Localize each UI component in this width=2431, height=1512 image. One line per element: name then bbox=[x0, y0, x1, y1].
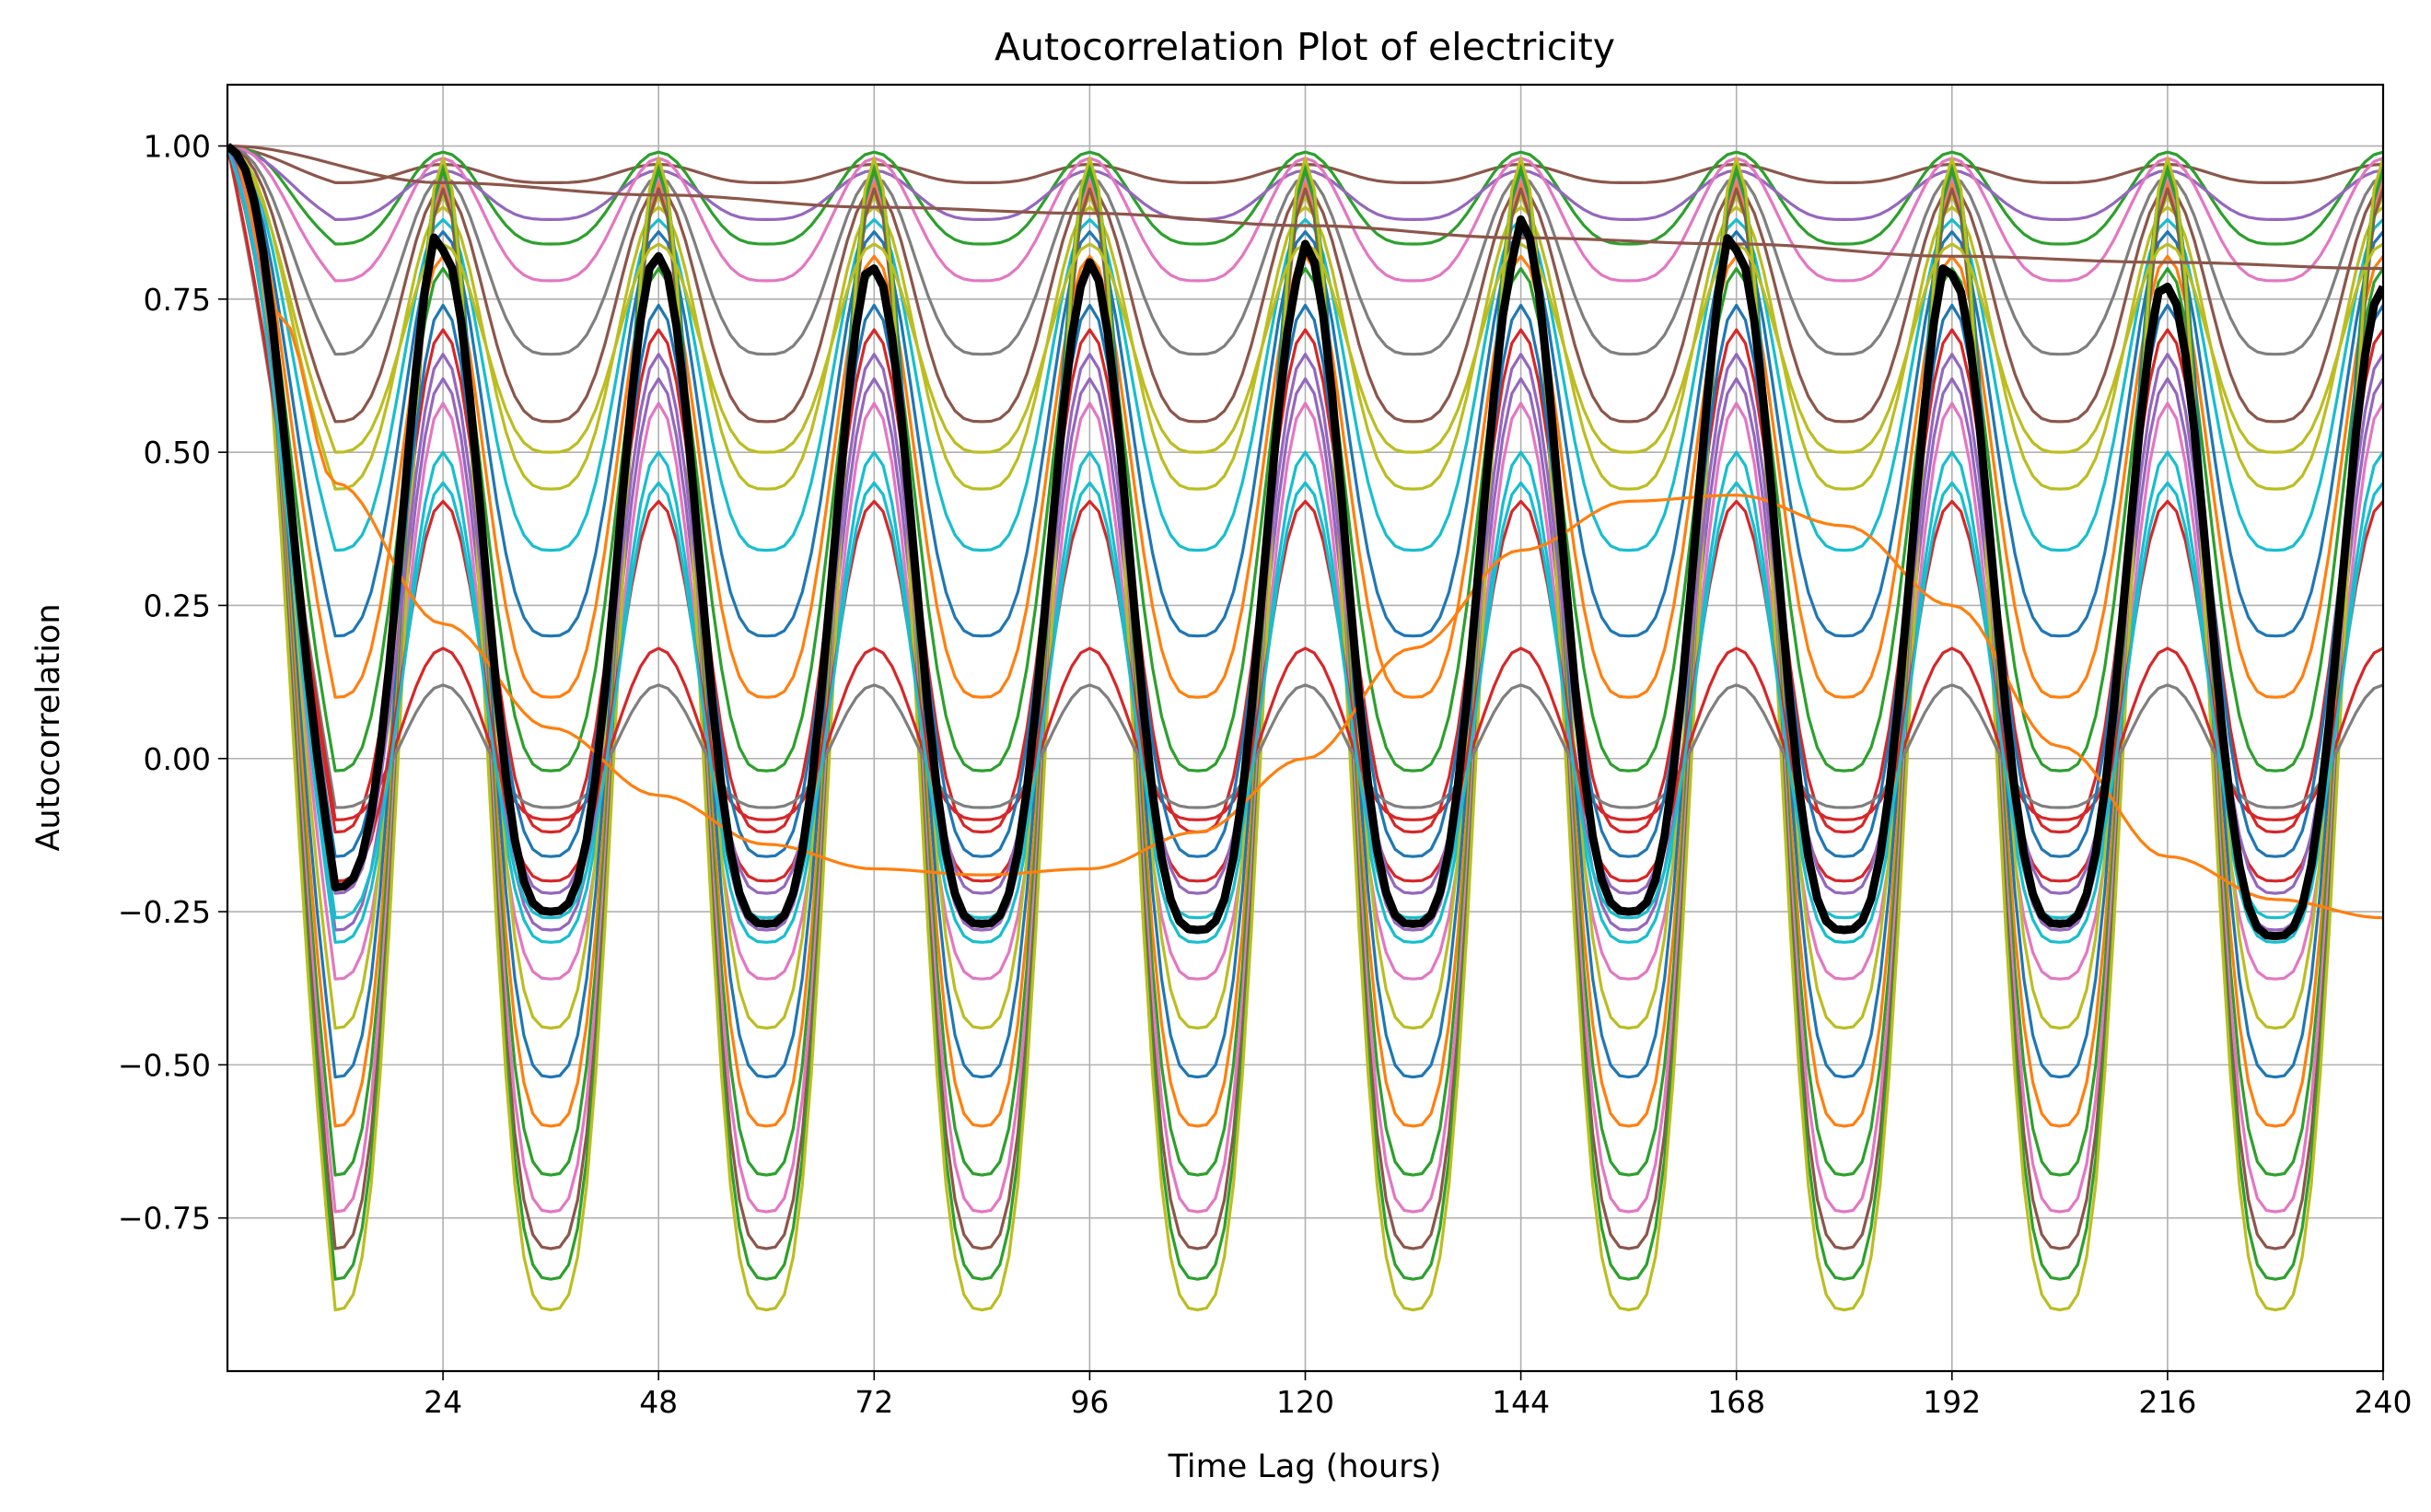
series-line-series-16 bbox=[227, 145, 2383, 1030]
x-tick-label: 24 bbox=[424, 1384, 462, 1420]
series-line-series-09 bbox=[227, 145, 2383, 638]
x-axis-label: Time Lag (hours) bbox=[1168, 1448, 1442, 1485]
mean-autocorrelation-line bbox=[227, 143, 2383, 941]
series-line-series-07 bbox=[227, 145, 2383, 491]
chart-title: Autocorrelation Plot of electricity bbox=[994, 25, 1615, 69]
mean-line-layer bbox=[227, 143, 2383, 941]
series-line-series-22 bbox=[227, 145, 2383, 1281]
x-tick-label: 192 bbox=[1923, 1384, 1981, 1420]
series-line-series-29 bbox=[227, 145, 2383, 858]
y-tick-label: 0.75 bbox=[144, 282, 211, 318]
x-tick-label: 240 bbox=[2355, 1384, 2413, 1420]
x-tick-label: 72 bbox=[855, 1384, 893, 1420]
series-line-series-23 bbox=[227, 145, 2383, 1312]
x-tick-label: 216 bbox=[2138, 1384, 2196, 1420]
series-line-series-02 bbox=[227, 144, 2383, 246]
x-tick-label: 96 bbox=[1070, 1384, 1109, 1420]
x-tick-label: 120 bbox=[1276, 1384, 1334, 1420]
y-tick-label: −0.50 bbox=[118, 1047, 211, 1083]
x-tick-label: 168 bbox=[1707, 1384, 1765, 1420]
series-line-series-08 bbox=[227, 145, 2383, 552]
y-axis-label: Autocorrelation bbox=[30, 603, 67, 851]
y-tick-label: −0.75 bbox=[118, 1201, 211, 1237]
series-line-slow-decay-brown bbox=[227, 144, 2383, 271]
series-line-series-19 bbox=[227, 145, 2383, 1177]
series-line-series-14 bbox=[227, 145, 2383, 981]
series-line-series-15 bbox=[227, 145, 2383, 944]
series-line-series-11 bbox=[227, 145, 2383, 773]
y-axis-ticks: 1.00 0.75 0.50 0.25 0.00 −0.25 −0.50 −0.75 bbox=[118, 129, 227, 1237]
y-tick-label: 1.00 bbox=[144, 129, 211, 165]
y-tick-label: 0.00 bbox=[144, 741, 211, 777]
x-tick-label: 48 bbox=[639, 1384, 678, 1420]
x-tick-label: 144 bbox=[1492, 1384, 1550, 1420]
x-axis-ticks: 24 48 72 96 120 144 168 192 216 240 bbox=[424, 1371, 2413, 1420]
series-line-series-21 bbox=[227, 145, 2383, 1250]
y-tick-label: 0.50 bbox=[144, 435, 211, 471]
series-line-series-12 bbox=[227, 145, 2383, 834]
series-line-series-18 bbox=[227, 145, 2383, 1128]
series-line-series-20 bbox=[227, 145, 2383, 1214]
y-tick-label: −0.25 bbox=[118, 894, 211, 930]
series-line-slow-decay-orange bbox=[227, 145, 2383, 920]
y-tick-label: 0.25 bbox=[144, 587, 211, 623]
